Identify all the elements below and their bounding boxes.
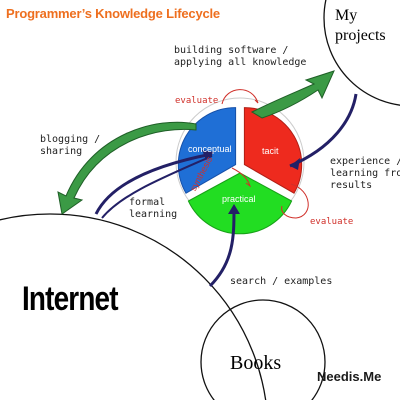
books-label: Books: [230, 352, 282, 374]
internet-circle: [0, 213, 267, 400]
green-arrow-to-internet: [57, 121, 197, 215]
evaluate-arc-top: [221, 89, 259, 105]
navy-arrowhead-from-books: [228, 204, 240, 214]
navy-arrow-internet-2: [101, 155, 213, 219]
building-software-line-2: applying all knowledge: [174, 57, 307, 68]
building-software-line-1: building software /: [174, 45, 289, 56]
building-software-label: building software / applying all knowled…: [174, 45, 306, 69]
brand-label: Needis.Me: [317, 369, 382, 384]
knowledge-wheel: [175, 97, 305, 235]
tacit-segment: [243, 107, 303, 194]
experience-line-3: results: [330, 180, 373, 191]
blogging-label: blogging / sharing: [40, 134, 100, 158]
internet-label: Internet: [22, 280, 119, 318]
formal-learning-label: formal learning: [129, 197, 177, 221]
evaluate-label-bottom: evaluate: [310, 217, 354, 227]
experience-line-2: learning from: [330, 168, 400, 179]
practical-label: practical: [222, 194, 256, 204]
diagram-title: Programmer’s Knowledge Lifecycle: [6, 6, 220, 21]
books-circle: [200, 299, 326, 400]
navy-arrow-from-books: [208, 207, 236, 288]
navy-arrow-from-projects: [289, 93, 358, 168]
formal-learning-line-1: formal: [129, 197, 166, 208]
search-examples-label: search / examples: [230, 276, 333, 287]
my-projects-circle: [323, 0, 400, 106]
conceptual-label: conceptual: [188, 144, 232, 154]
navy-arrowhead-internet: [202, 150, 214, 160]
green-arrow-to-projects: [250, 70, 335, 119]
practical-segment: [187, 172, 293, 235]
evaluate-label-top: evaluate: [175, 96, 219, 106]
experience-line-1: experience /: [330, 156, 400, 167]
synthesis-arc: [231, 167, 251, 188]
tacit-label: tacit: [262, 146, 279, 156]
experience-label: experience / learning from results: [330, 156, 400, 192]
blogging-line-2: sharing: [40, 146, 83, 157]
evaluate-arc-bottom: [281, 183, 309, 219]
navy-arrow-internet-1: [94, 152, 213, 215]
blogging-line-1: blogging /: [40, 134, 101, 145]
my-projects-label: My projects: [335, 7, 386, 44]
formal-learning-line-2: learning: [129, 209, 178, 220]
navy-arrowhead-from-projects: [290, 158, 300, 170]
